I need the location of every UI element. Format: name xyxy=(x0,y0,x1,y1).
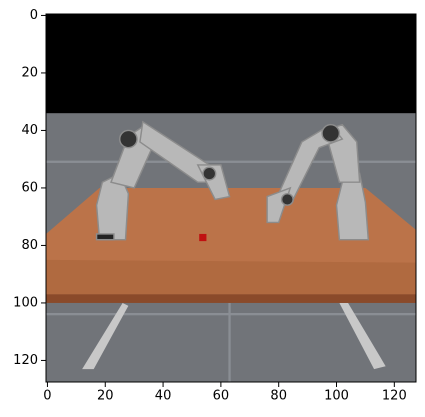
table-shade xyxy=(46,259,416,295)
y-tick-label: 100 xyxy=(13,295,38,310)
x-tick-label: 60 xyxy=(213,389,230,404)
cube xyxy=(199,233,207,242)
x-tick-label: 20 xyxy=(97,389,114,404)
right-arm xyxy=(266,123,370,241)
left-arm xyxy=(95,120,231,241)
floor-line xyxy=(228,302,231,382)
y-tick-label: 80 xyxy=(21,238,38,253)
x-tick-label: 120 xyxy=(382,389,407,404)
sky xyxy=(46,14,416,117)
x-tick-label: 0 xyxy=(43,389,51,404)
y-tick-label: 0 xyxy=(30,8,38,23)
x-tick-label: 100 xyxy=(324,389,349,404)
y-tick-label: 20 xyxy=(21,65,38,80)
x-tick-label: 40 xyxy=(155,389,172,404)
table-edge xyxy=(46,294,416,303)
table-leg xyxy=(82,302,129,370)
table-leg xyxy=(339,302,386,370)
axes-frame xyxy=(45,13,417,383)
image xyxy=(46,14,416,382)
y-tick-label: 120 xyxy=(13,353,38,368)
floor-line xyxy=(46,160,416,163)
floor-line xyxy=(46,313,416,316)
x-tick-label: 80 xyxy=(270,389,287,404)
y-tick-label: 60 xyxy=(21,180,38,195)
y-tick-label: 40 xyxy=(21,123,38,138)
